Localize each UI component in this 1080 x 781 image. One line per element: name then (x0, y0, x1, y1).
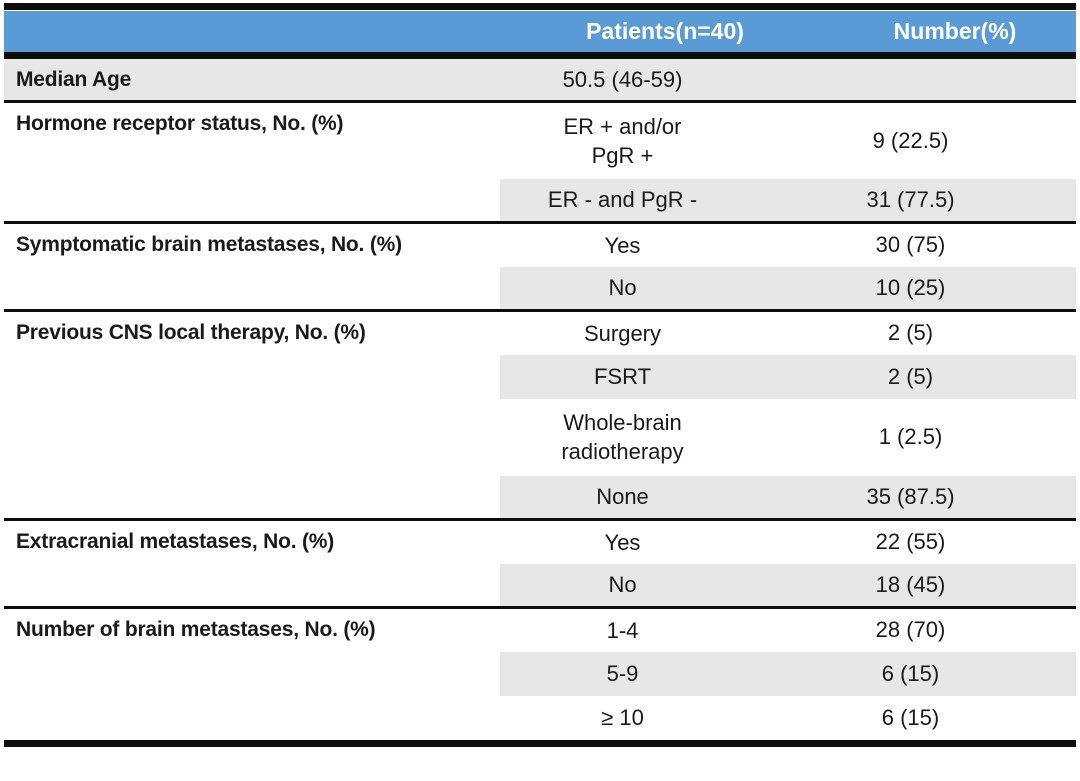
number-cell: 10 (25) (745, 266, 1076, 311)
number-cell: 22 (55) (745, 518, 1076, 564)
value-cell: 5-9 (500, 651, 745, 696)
column-header-number: Number(%) (893, 18, 1017, 44)
top-rule (4, 3, 1076, 10)
category-label: Extracranial metastases, No. (%) (4, 518, 500, 608)
table-row: Number of brain metastases, No. (%) 1-4 28… (4, 606, 1076, 740)
table-body: Median Age 50.5 (46-59) Hormone receptor s… (4, 56, 1076, 740)
bottom-rule (4, 739, 1076, 747)
number-cell: 35 (87.5) (745, 475, 1076, 520)
number-cell: 9 (22.5) (745, 100, 1076, 179)
number-cell: 6 (15) (745, 651, 1076, 696)
table-row: Whole-brain radiotherapy 1 (2.5) (4, 399, 1076, 476)
category-label: Symptomatic brain metastases, No. (%) (4, 221, 500, 311)
value-cell: 1-4 (500, 606, 745, 652)
number-cell: 30 (75) (745, 221, 1076, 267)
value-cell: Yes (500, 518, 745, 564)
header-underline-rule (4, 52, 1076, 56)
column-header-patients: Patients(n=40) (586, 18, 744, 44)
value-cell: None (500, 475, 745, 520)
value-cell: 50.5 (46-59) (500, 56, 745, 102)
table-row: Previous CNS local therapy, No. (%) Surge… (4, 309, 1076, 520)
value-cell: ER - and PgR - (500, 178, 745, 223)
table-row: No 18 (45) (4, 563, 1076, 608)
table-row: ≥ 10 6 (15) (4, 696, 1076, 740)
value-cell: Surgery (500, 309, 745, 355)
table-row: No 10 (25) (4, 266, 1076, 311)
table-row: Median Age 50.5 (46-59) (4, 56, 1076, 102)
table-row: Hormone receptor status, No. (%) ER + and… (4, 100, 1076, 223)
number-cell: 18 (45) (745, 563, 1076, 608)
table-row: ER - and PgR -31 (77.5) (4, 178, 1076, 223)
number-cell: 2 (5) (745, 354, 1076, 399)
number-cell: 28 (70) (745, 606, 1076, 652)
value-cell: Yes (500, 221, 745, 267)
category-label: Hormone receptor status, No. (%) (4, 100, 500, 223)
number-cell: 31 (77.5) (745, 178, 1076, 223)
characteristics-table: Median Age 50.5 (46-59) Hormone receptor s… (4, 56, 1076, 740)
value-cell: No (500, 266, 745, 311)
table-row: Symptomatic brain metastases, No. (%) Yes… (4, 221, 1076, 311)
category-label: Median Age (4, 56, 500, 102)
table-header-row: Patients(n=40) Number(%) (4, 11, 1076, 52)
table-row: Extracranial metastases, No. (%) Yes 22 (5… (4, 518, 1076, 608)
table-row: None 35 (87.5) (4, 475, 1076, 520)
number-cell: 6 (15) (881, 704, 940, 730)
number-cell: 1 (2.5) (878, 424, 943, 449)
table-row: FSRT 2 (5) (4, 354, 1076, 399)
value-cell: Whole-brain radiotherapy (561, 409, 684, 464)
table-row: 5-9 6 (15) (4, 651, 1076, 696)
number-cell: 2 (5) (745, 309, 1076, 355)
value-cell: FSRT (500, 354, 745, 399)
category-label: Number of brain metastases, No. (%) (4, 606, 500, 740)
value-cell: ≥ 10 (601, 704, 644, 730)
number-cell (745, 56, 1076, 102)
category-label: Previous CNS local therapy, No. (%) (4, 309, 500, 520)
value-cell: No (500, 563, 745, 608)
value-cell: ER + and/or PgR + (500, 100, 745, 179)
